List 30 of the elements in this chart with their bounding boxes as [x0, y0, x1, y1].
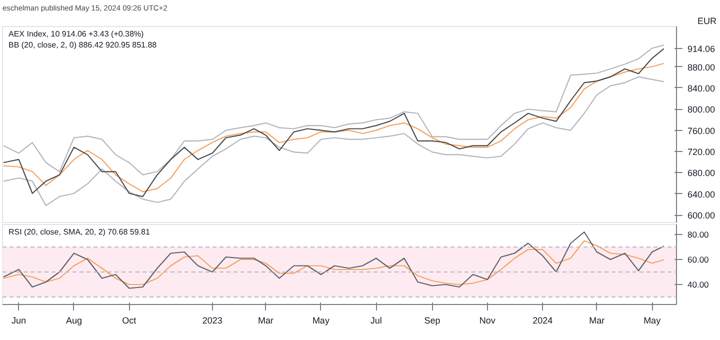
annotation: RSI (20, close, SMA, 20, 2) 70.68 59.81 — [8, 228, 150, 236]
annotation: BB (20, close, 2, 0) 886.42 920.95 851.88 — [8, 40, 158, 50]
y-tick-label: 60.00 — [688, 254, 710, 264]
y-tick-label: 880.00 — [688, 62, 716, 72]
y-tick-label: 600.00 — [688, 210, 716, 221]
line-series — [2, 76, 664, 206]
y-tick-label: 800.00 — [688, 104, 716, 115]
x-tick-label: May — [312, 316, 330, 326]
x-tick-label: Nov — [479, 316, 496, 326]
x-tick-label: Jun — [12, 316, 26, 326]
annotation: AEX Index, 10 914.06 +3.43 (+0.38%) — [8, 30, 144, 38]
x-tick-label: Aug — [66, 316, 82, 326]
y-tick-label: 680.00 — [688, 168, 716, 178]
x-tick-label: Sep — [424, 316, 440, 326]
line-series — [2, 240, 664, 286]
y-tick-label: 720.00 — [688, 147, 716, 158]
x-tick-label: Oct — [122, 316, 137, 326]
x-tick-label: Mar — [589, 316, 605, 326]
x-tick-label: Mar — [258, 316, 274, 326]
y-tick-label: 914.06 — [688, 44, 716, 54]
y-tick-label: 840.00 — [688, 83, 716, 94]
y-tick-label: 760.00 — [688, 126, 716, 136]
x-tick-label: Jul — [370, 316, 382, 326]
y-tick-label: 80.00 — [688, 230, 710, 240]
x-tick-label: 2023 — [202, 316, 222, 326]
y-tick-label: 40.00 — [688, 280, 710, 290]
x-tick-label: May — [644, 316, 662, 326]
y-tick-label: 640.00 — [688, 189, 716, 200]
x-tick-label: 2024 — [532, 316, 553, 326]
y-axis-title: EUR — [698, 16, 717, 26]
